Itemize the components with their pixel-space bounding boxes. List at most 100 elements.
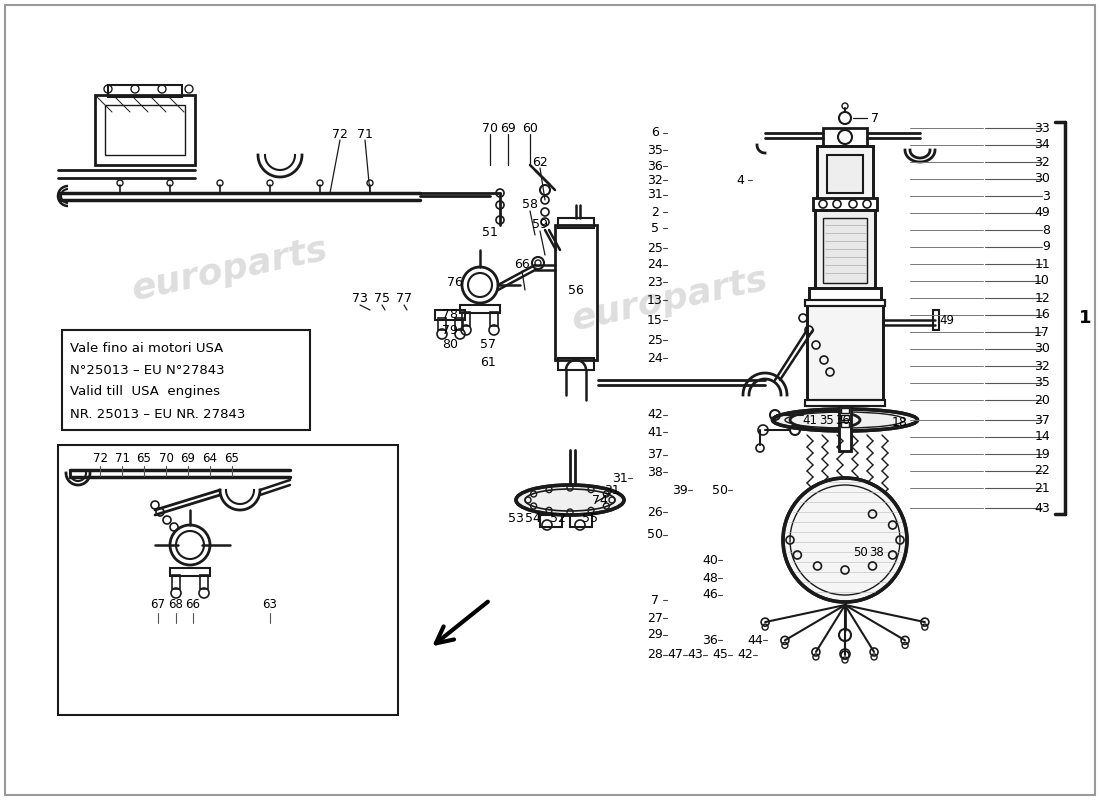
Text: 50: 50 <box>852 546 868 559</box>
Text: 24: 24 <box>647 351 663 365</box>
Bar <box>170 568 210 576</box>
Text: 42: 42 <box>737 649 752 662</box>
Bar <box>813 198 877 210</box>
Text: 31: 31 <box>604 483 620 497</box>
Bar <box>813 198 877 210</box>
Text: 14: 14 <box>1034 430 1050 443</box>
Bar <box>827 155 864 193</box>
Bar <box>805 400 886 406</box>
Bar <box>839 406 851 451</box>
Bar <box>540 515 562 527</box>
Bar <box>490 312 498 326</box>
Text: 68: 68 <box>168 598 184 611</box>
Text: 36: 36 <box>702 634 718 646</box>
Bar <box>842 422 849 427</box>
Text: 53: 53 <box>508 511 524 525</box>
Text: 4: 4 <box>736 174 744 186</box>
Text: 42: 42 <box>647 409 663 422</box>
Text: 21: 21 <box>1034 482 1050 494</box>
Bar <box>556 225 597 360</box>
Text: 37: 37 <box>647 449 663 462</box>
Text: 5: 5 <box>651 222 659 234</box>
Text: 60: 60 <box>522 122 538 134</box>
Text: 3: 3 <box>1042 190 1050 202</box>
Text: 69: 69 <box>180 451 196 465</box>
Bar <box>95 95 195 165</box>
Text: 74: 74 <box>592 494 608 506</box>
Text: 29: 29 <box>647 629 663 642</box>
Text: 64: 64 <box>202 451 218 465</box>
Text: 11: 11 <box>1034 258 1050 270</box>
Text: 71: 71 <box>358 129 373 142</box>
Bar <box>172 575 180 589</box>
Bar <box>462 312 470 326</box>
Text: 7: 7 <box>651 594 659 606</box>
Text: 43: 43 <box>1034 502 1050 514</box>
Text: 50: 50 <box>712 483 728 497</box>
Text: 77: 77 <box>396 291 412 305</box>
Text: 56: 56 <box>568 283 584 297</box>
Text: 67: 67 <box>151 598 165 611</box>
Text: 27: 27 <box>647 611 663 625</box>
Text: 49: 49 <box>1034 206 1050 219</box>
Text: 19: 19 <box>1034 447 1050 461</box>
Bar <box>817 146 873 201</box>
Text: 43: 43 <box>688 649 703 662</box>
Text: 22: 22 <box>1034 465 1050 478</box>
Text: 39: 39 <box>672 483 688 497</box>
Bar <box>842 415 849 420</box>
Text: 38: 38 <box>647 466 663 478</box>
Text: 62: 62 <box>532 155 548 169</box>
Bar <box>570 515 592 527</box>
Text: 46: 46 <box>702 589 718 602</box>
Text: 44: 44 <box>747 634 763 646</box>
Text: 49: 49 <box>939 314 955 326</box>
Text: N°25013 – EU N°27843: N°25013 – EU N°27843 <box>70 363 224 377</box>
Text: 47: 47 <box>667 649 683 662</box>
Text: 57: 57 <box>480 338 496 351</box>
Text: 6: 6 <box>651 126 659 139</box>
Text: 38: 38 <box>870 546 884 559</box>
Text: 24: 24 <box>647 258 663 271</box>
Text: 71: 71 <box>114 451 130 465</box>
Text: 1: 1 <box>1079 309 1091 327</box>
Bar <box>455 318 463 330</box>
Text: 34: 34 <box>1034 138 1050 151</box>
Text: 73: 73 <box>352 291 367 305</box>
Text: 32: 32 <box>1034 359 1050 373</box>
Text: 25: 25 <box>647 334 663 346</box>
Text: 72: 72 <box>92 451 108 465</box>
Text: Valid till  USA  engines: Valid till USA engines <box>70 386 220 398</box>
Text: 65: 65 <box>224 451 240 465</box>
Text: 36: 36 <box>647 159 663 173</box>
Text: 61: 61 <box>480 355 496 369</box>
Text: 70: 70 <box>482 122 498 134</box>
Text: 52: 52 <box>550 511 565 525</box>
Bar <box>839 406 851 451</box>
Bar <box>434 310 465 320</box>
Bar <box>58 445 398 715</box>
Text: 75: 75 <box>374 291 390 305</box>
Text: 9: 9 <box>1042 241 1050 254</box>
Bar <box>200 575 208 589</box>
Bar <box>805 300 886 306</box>
Bar <box>842 408 849 413</box>
Text: 41: 41 <box>647 426 663 438</box>
Text: 32: 32 <box>1034 155 1050 169</box>
Bar <box>823 128 867 146</box>
Bar <box>438 318 446 330</box>
Text: 55: 55 <box>582 511 598 525</box>
Text: 66: 66 <box>514 258 530 271</box>
Text: 65: 65 <box>136 451 152 465</box>
Bar <box>460 305 500 313</box>
Text: 41: 41 <box>803 414 817 426</box>
Text: 2: 2 <box>651 206 659 218</box>
Text: 15: 15 <box>647 314 663 326</box>
Bar <box>815 210 875 290</box>
Bar <box>808 288 881 302</box>
Text: 30: 30 <box>1034 342 1050 355</box>
Text: 31: 31 <box>647 189 663 202</box>
Text: 69: 69 <box>500 122 516 134</box>
Text: 35: 35 <box>647 143 663 157</box>
Text: 63: 63 <box>263 598 277 611</box>
